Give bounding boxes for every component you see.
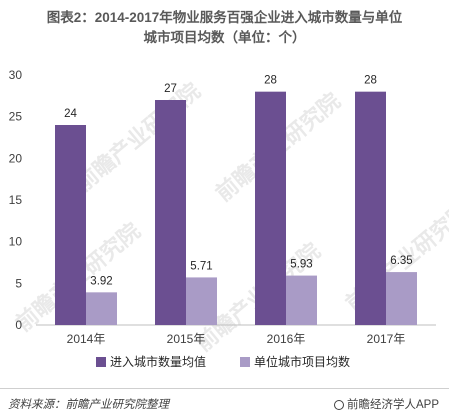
- bar-project-avg-3: [386, 272, 417, 325]
- chart-title-line-1: 图表2：2014-2017年物业服务百强企业进入城市数量与单位: [46, 10, 403, 25]
- brand-logo-icon: [333, 400, 344, 410]
- source-note: 资料来源：前瞻产业研究院整理: [8, 399, 169, 411]
- y-tick-label-20: 20: [9, 151, 23, 165]
- data-label-project-avg-3: 6.35: [390, 255, 412, 267]
- chart-title: 图表2：2014-2017年物业服务百强企业进入城市数量与单位 城市项目均数（单…: [0, 8, 449, 48]
- data-label-city-count-0: 24: [64, 108, 77, 120]
- legend-label-0: 进入城市数量均值: [110, 354, 206, 369]
- data-label-city-count-3: 28: [364, 75, 377, 87]
- bar-city-count-0: [55, 125, 86, 325]
- x-tick-label-1: 2015年: [167, 332, 206, 346]
- y-tick-label-25: 25: [9, 110, 23, 124]
- data-label-project-avg-2: 5.93: [290, 259, 312, 271]
- legend-swatch-0: [96, 357, 106, 367]
- y-tick-label-10: 10: [9, 235, 23, 249]
- legend-swatch-1: [240, 357, 250, 367]
- y-tick-label-0: 0: [15, 318, 22, 332]
- bar-project-avg-1: [186, 277, 217, 325]
- x-tick-label-3: 2017年: [367, 332, 406, 346]
- x-tick-label-0: 2014年: [67, 332, 106, 346]
- x-tick-label-2: 2016年: [267, 332, 306, 346]
- data-label-city-count-1: 27: [164, 83, 177, 95]
- bar-city-count-1: [155, 100, 186, 325]
- data-label-project-avg-0: 3.92: [90, 275, 112, 287]
- y-tick-label-15: 15: [9, 193, 23, 207]
- data-label-city-count-2: 28: [264, 75, 277, 87]
- chart-title-line-2: 城市项目均数（单位：个）: [143, 30, 306, 45]
- data-label-project-avg-1: 5.71: [190, 260, 212, 272]
- legend-label-1: 单位城市项目均数: [254, 354, 350, 369]
- bar-project-avg-2: [286, 275, 317, 325]
- y-tick-label-5: 5: [15, 276, 22, 290]
- bar-city-count-2: [255, 91, 286, 326]
- footer: 资料来源：前瞻产业研究院整理 前瞻经济学人APP: [0, 388, 449, 419]
- brand-name: 前瞻经济学人APP: [346, 399, 439, 411]
- bar-project-avg-0: [86, 292, 117, 325]
- bar-chart: 0 5 10 15 20 25 30 24 3.92 2014年 27 5.71 2015年 28 5.93…: [9, 68, 436, 369]
- y-tick-label-30: 30: [9, 68, 23, 82]
- brand-credit: 前瞻经济学人APP: [333, 396, 439, 412]
- bar-city-count-3: [355, 91, 386, 326]
